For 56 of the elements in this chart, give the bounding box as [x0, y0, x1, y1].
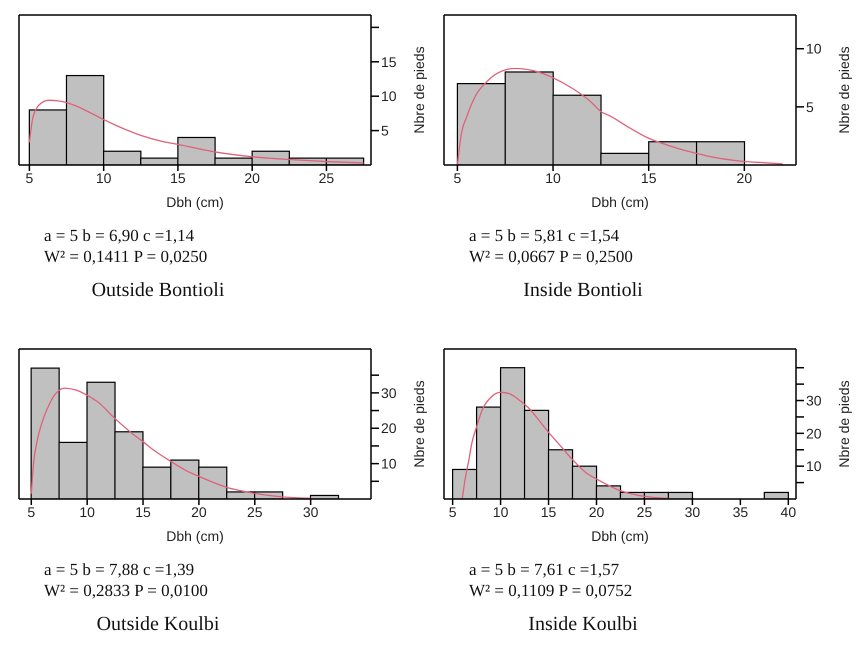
x-tick-label: 20 [736, 170, 752, 186]
text: a = 5 b = 5,81 c =1,54 [469, 225, 620, 246]
y-tick-label: 10 [381, 456, 397, 472]
y-tick-label: 5 [806, 98, 814, 115]
x-tick-label: 10 [492, 504, 509, 520]
y-tick-label: 30 [806, 392, 822, 408]
y-axis-title: Nbre de pieds [411, 46, 427, 134]
y-tick-label: 30 [381, 384, 397, 401]
x-tick-label: 10 [545, 170, 562, 186]
x-tick-label: 35 [732, 504, 748, 520]
y-axis-title: Nbre de pieds [836, 380, 852, 468]
x-tick-label: 15 [135, 504, 152, 520]
y-axis-title: Nbre de pieds [836, 46, 852, 134]
text: W² = 0,2833 P = 0,0100 [44, 580, 209, 601]
text: a = 5 b = 6,90 c =1,14 [44, 225, 196, 246]
x-tick-label: 20 [191, 504, 207, 520]
y-axis-title: Nbre de pieds [411, 380, 427, 468]
text: Outside Bontioli [90, 279, 226, 302]
x-tick-label: 25 [318, 170, 334, 186]
x-tick-label: 30 [684, 504, 700, 520]
x-tick-label: 5 [448, 504, 457, 520]
text: Inside Koulbi [527, 613, 639, 636]
y-tick-label: 20 [806, 425, 822, 442]
y-tick-label: 15 [381, 54, 397, 70]
x-axis-title: Dbh (cm) [166, 528, 224, 544]
x-axis-title: Dbh (cm) [591, 194, 649, 210]
x-tick-label: 10 [79, 504, 96, 520]
text: a = 5 b = 7,88 c =1,39 [44, 559, 196, 580]
x-tick-label: 5 [453, 170, 462, 186]
x-tick-label: 30 [302, 504, 319, 520]
x-tick-label: 25 [636, 504, 652, 520]
text: a = 5 b = 7,61 c =1,57 [469, 559, 620, 580]
y-tick-label: 10 [806, 40, 822, 57]
x-tick-label: 15 [170, 170, 186, 186]
x-axis-title: Dbh (cm) [166, 194, 224, 210]
x-tick-label: 40 [780, 504, 796, 520]
x-tick-label: 5 [27, 504, 36, 520]
text: W² = 0,1411 P = 0,0250 [44, 246, 208, 267]
text: Outside Koulbi [96, 613, 220, 636]
x-tick-label: 10 [96, 170, 112, 186]
x-tick-label: 20 [244, 170, 260, 186]
x-tick-label: 25 [246, 504, 263, 520]
x-tick-label: 5 [26, 170, 34, 186]
y-tick-label: 10 [806, 458, 822, 474]
text: W² = 0,1109 P = 0,0752 [469, 580, 634, 601]
x-tick-label: 15 [640, 170, 657, 186]
y-tick-label: 5 [381, 122, 389, 139]
y-tick-label: 10 [381, 88, 397, 104]
x-tick-label: 15 [540, 504, 557, 520]
text: W² = 0,0667 P = 0,2500 [469, 246, 634, 267]
line-series [456, 68, 784, 165]
x-axis-title: Dbh (cm) [591, 528, 649, 544]
text: Inside Bontioli [522, 279, 644, 302]
y-tick-label: 20 [381, 420, 397, 436]
x-tick-label: 20 [588, 504, 604, 520]
line-series [28, 100, 364, 164]
